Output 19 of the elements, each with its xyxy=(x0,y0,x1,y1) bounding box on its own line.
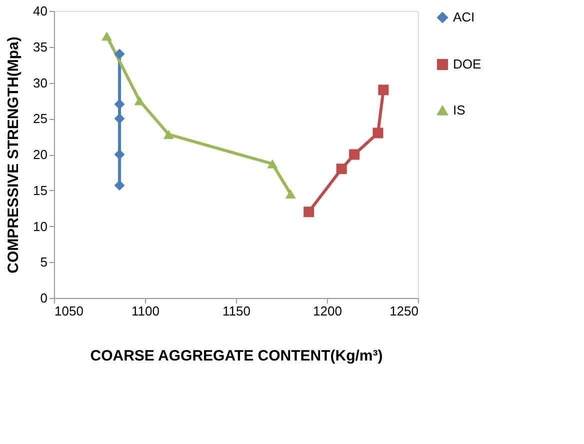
y-tick-label: 20 xyxy=(33,147,48,162)
x-tick-label: 1150 xyxy=(222,304,250,318)
y-tick-label: 25 xyxy=(33,111,48,126)
x-tick-label: 1050 xyxy=(54,304,84,318)
x-tick-label: 1100 xyxy=(132,304,160,318)
x-tick-label: 1200 xyxy=(313,304,342,318)
legend-label: DOE xyxy=(453,56,482,72)
legend-label: ACI xyxy=(453,10,475,24)
y-tick-label: 5 xyxy=(40,254,48,270)
y-axis-title: COMPRESSIVE STRENGTH(Mpa) xyxy=(5,36,22,274)
y-tick-label: 30 xyxy=(33,75,48,90)
x-tick-label: 1250 xyxy=(390,304,418,318)
y-tick-label: 35 xyxy=(33,39,48,54)
y-tick-label: 10 xyxy=(33,218,48,234)
x-axis-title: COARSE AGGREGATE CONTENT(Kg/m³) xyxy=(90,348,383,364)
legend-label: IS xyxy=(453,102,466,118)
y-tick-label: 40 xyxy=(33,4,48,18)
y-tick-label: 15 xyxy=(33,182,48,198)
y-tick-label: 0 xyxy=(40,290,48,306)
